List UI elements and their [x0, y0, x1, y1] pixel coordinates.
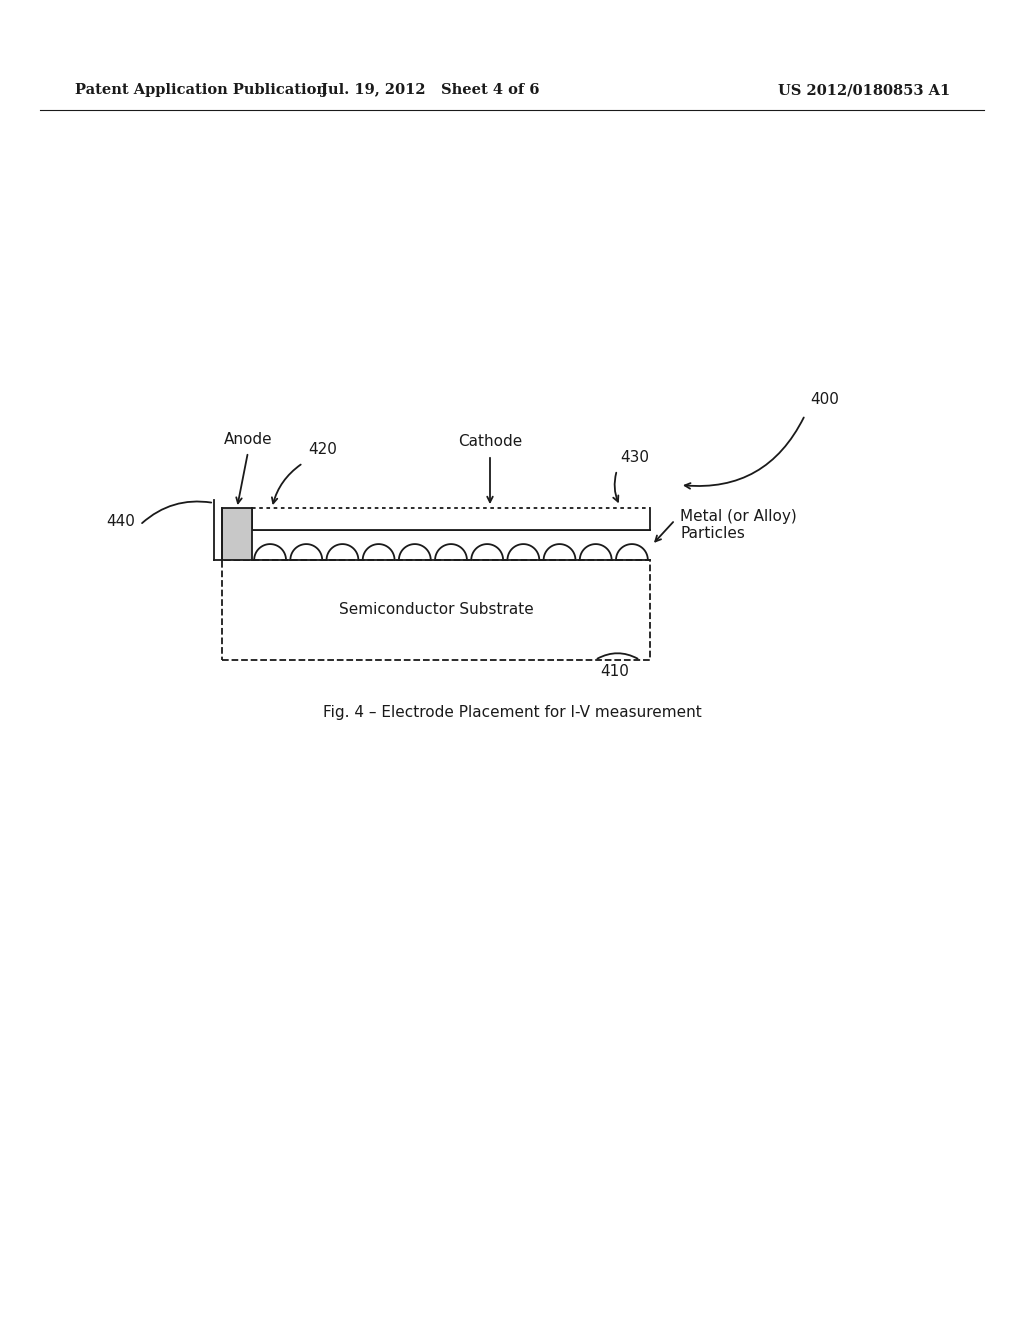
Text: Cathode: Cathode: [458, 434, 522, 450]
Text: 420: 420: [308, 442, 337, 458]
Bar: [222, 560, 650, 660]
Text: 400: 400: [810, 392, 839, 408]
Text: Anode: Anode: [223, 433, 272, 447]
Text: US 2012/0180853 A1: US 2012/0180853 A1: [778, 83, 950, 96]
Text: Fig. 4 – Electrode Placement for I-V measurement: Fig. 4 – Electrode Placement for I-V mea…: [323, 705, 701, 719]
Text: 440: 440: [106, 515, 135, 529]
Bar: [252, 508, 650, 531]
Text: Metal (or Alloy)
Particles: Metal (or Alloy) Particles: [680, 508, 797, 541]
Text: Patent Application Publication: Patent Application Publication: [75, 83, 327, 96]
Bar: [222, 508, 252, 560]
Text: Jul. 19, 2012   Sheet 4 of 6: Jul. 19, 2012 Sheet 4 of 6: [321, 83, 540, 96]
Text: 430: 430: [620, 450, 649, 466]
Text: 410: 410: [600, 664, 629, 680]
Text: Semiconductor Substrate: Semiconductor Substrate: [339, 602, 534, 618]
